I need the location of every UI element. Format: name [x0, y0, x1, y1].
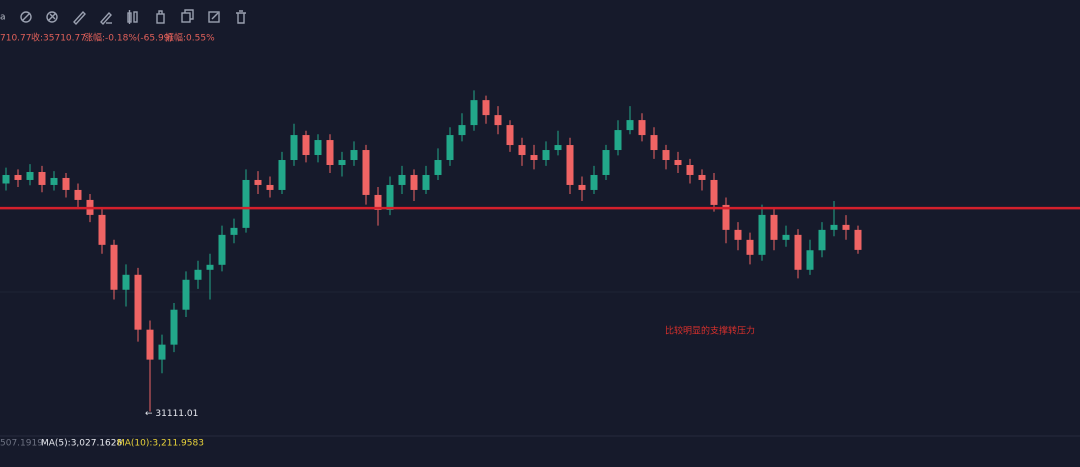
tool-icon[interactable] [236, 10, 246, 24]
candle-body [710, 179, 718, 205]
candle-body [146, 329, 154, 360]
candle-body [782, 234, 790, 240]
footer-text: 507.1919 [0, 439, 43, 449]
candle-body [50, 177, 58, 185]
tool-icon[interactable] [73, 10, 86, 26]
candle-body [110, 244, 118, 290]
candle-body [482, 100, 490, 116]
candle-body [830, 224, 838, 230]
corner-text: a [0, 13, 6, 23]
candle-body [98, 214, 106, 245]
candle-body [362, 150, 370, 195]
candle-body [458, 125, 466, 136]
candle-body [650, 135, 658, 151]
candle-body [290, 135, 298, 161]
info-text: 710.77 [0, 34, 32, 44]
candle-body [794, 234, 802, 270]
toolbar: a [0, 9, 246, 26]
tool-icon[interactable] [46, 11, 58, 23]
tool-icon[interactable] [127, 10, 138, 24]
candle-body [818, 229, 826, 251]
candle-body [770, 214, 778, 240]
info-text: 振幅:0.55% [165, 32, 215, 44]
candle-body [182, 279, 190, 310]
candle-body [434, 160, 442, 175]
low-label: ← 31111.01 [145, 409, 198, 419]
candle-body [542, 150, 550, 161]
candle-body [26, 171, 34, 180]
candle-body [854, 229, 862, 250]
candle-body [470, 100, 478, 126]
candle-body [698, 174, 706, 180]
candle-body [266, 184, 274, 190]
candle-body [626, 120, 634, 131]
candle-body [410, 174, 418, 190]
candle-body [302, 135, 310, 156]
candle-body [674, 160, 682, 166]
candle-body [554, 145, 562, 151]
tool-icon[interactable] [20, 11, 32, 23]
candle-body [122, 274, 130, 290]
candle-body [338, 160, 346, 166]
candle-body [62, 177, 70, 190]
tool-icon[interactable] [156, 10, 165, 24]
candle-body [242, 179, 250, 228]
candle-body [14, 174, 22, 180]
candle-body [758, 214, 766, 255]
candle-body [218, 234, 226, 265]
candle-body [722, 204, 730, 230]
candle-body [206, 264, 214, 270]
candle-body [506, 125, 514, 146]
candle-body [350, 150, 358, 161]
candle-body [134, 274, 142, 330]
candle-body [566, 145, 574, 185]
candle-body [746, 239, 754, 255]
candle-body [578, 184, 586, 190]
plot-area: ← 31111.01 [0, 90, 1080, 419]
candle-body [494, 115, 502, 126]
info-text: 涨幅:-0.18%(-65.99) [84, 32, 173, 44]
candle-body [326, 140, 334, 166]
footer-text: MA(5):3,027.1628 [41, 439, 123, 449]
candle-body [734, 229, 742, 240]
candle-body [530, 155, 538, 161]
candle-body [230, 227, 238, 235]
annotation: 比较明显的支撑转压力 [665, 325, 755, 337]
candle-body [314, 140, 322, 156]
tool-icon[interactable] [100, 11, 112, 26]
candle-body [806, 250, 814, 270]
footer: 507.1919 MA(5):3,027.1628 MA(10):3,211.9… [0, 439, 204, 449]
tool-icon[interactable] [208, 11, 220, 23]
candle-body [842, 224, 850, 230]
info-bar: 710.77 收:35710.77 涨幅:-0.18%(-65.99) 振幅:0… [0, 32, 215, 44]
candle-body [422, 174, 430, 190]
candle-body [602, 150, 610, 175]
candle-body [686, 165, 694, 175]
footer-text: MA(10):3,211.9583 [117, 439, 204, 449]
candle-body [662, 150, 670, 161]
candle-body [386, 184, 394, 210]
candle-body [638, 120, 646, 136]
candle-body [2, 174, 10, 184]
candle-body [278, 160, 286, 190]
candle-body [74, 189, 82, 200]
candle-body [518, 145, 526, 156]
candle-body [170, 309, 178, 345]
candle-body [194, 269, 202, 280]
candle-body [614, 130, 622, 151]
candle-body [38, 171, 46, 185]
candle-body [374, 194, 382, 210]
candle-body [158, 344, 166, 360]
info-text: 收:35710.77 [31, 32, 86, 44]
candle-body [254, 179, 262, 185]
candle-body [590, 174, 598, 190]
candle-body [446, 135, 454, 161]
candle-body [398, 174, 406, 185]
tool-icon[interactable] [181, 9, 194, 23]
